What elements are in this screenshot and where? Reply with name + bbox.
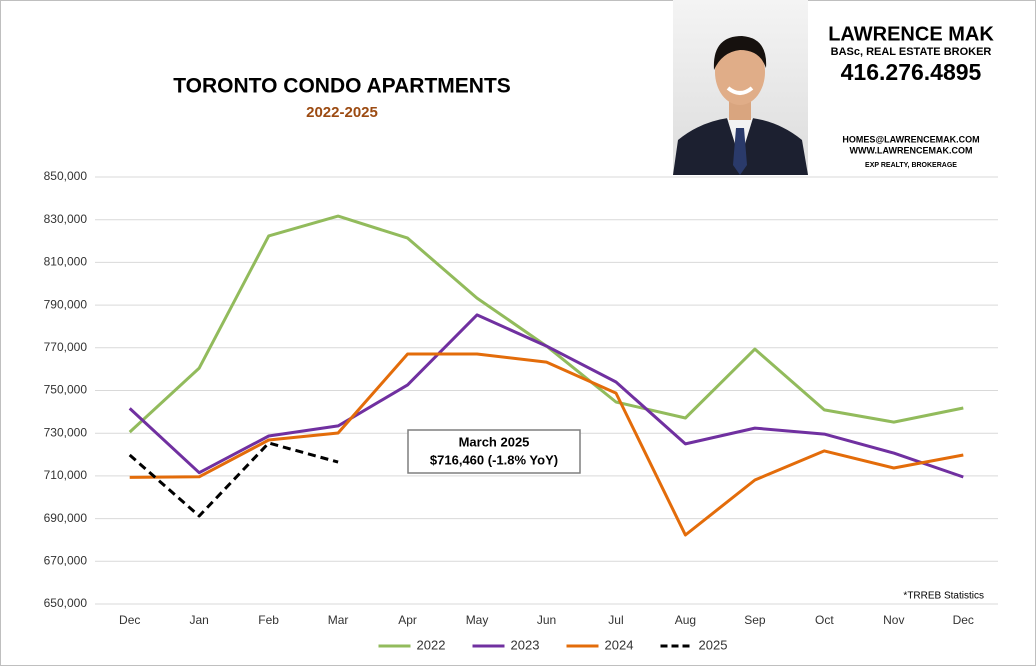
x-tick-label: Dec — [953, 613, 974, 627]
annotation-text: $716,460 (-1.8% YoY) — [430, 452, 558, 467]
footnote: *TRREB Statistics — [903, 591, 984, 602]
annotation-box — [407, 429, 581, 474]
y-tick-label: 750,000 — [44, 383, 88, 397]
contact-phone: 416.276.4895 — [841, 59, 982, 85]
y-tick-label: 810,000 — [44, 255, 88, 269]
contact-brokerage: EXP REALTY, BROKERAGE — [865, 162, 957, 169]
contact-email: HOMES@LAWRENCEMAK.COM — [842, 134, 979, 144]
legend-label: 2022 — [417, 637, 446, 652]
x-tick-label: Jun — [537, 613, 556, 627]
x-tick-label: May — [466, 613, 489, 627]
contact-website: WWW.LAWRENCEMAK.COM — [850, 145, 973, 155]
y-tick-label: 830,000 — [44, 212, 88, 226]
y-tick-label: 690,000 — [44, 511, 88, 525]
y-tick-label: 710,000 — [44, 468, 88, 482]
photo — [673, 0, 808, 175]
x-tick-label: Mar — [328, 613, 349, 627]
y-tick-label: 650,000 — [44, 596, 88, 610]
legend-label: 2024 — [605, 637, 634, 652]
contact-name: LAWRENCE MAK — [828, 23, 994, 45]
y-tick-label: 730,000 — [44, 425, 88, 439]
x-tick-label: Nov — [883, 613, 904, 627]
chart-subtitle: 2022-2025 — [306, 104, 378, 121]
series-line — [129, 352, 964, 537]
series-line — [128, 441, 339, 518]
x-tick-label: Oct — [815, 613, 834, 627]
plot: 650,000 670,000 690,000 710,000 730,000 750,0… — [44, 169, 998, 652]
x-tick-label: Feb — [258, 613, 279, 627]
y-tick-label: 770,000 — [44, 340, 88, 354]
x-tick-label: Dec — [119, 613, 140, 627]
annotation-title: March 2025 — [459, 434, 530, 449]
contact-credentials: BASc, REAL ESTATE BROKER — [831, 46, 992, 58]
x-tick-label: Jul — [608, 613, 623, 627]
chart-title: TORONTO CONDO APARTMENTS — [173, 75, 511, 98]
y-tick-label: 850,000 — [44, 169, 88, 183]
x-tick-label: Sep — [744, 613, 766, 627]
y-tick-label: 670,000 — [44, 553, 88, 567]
y-tick-label: 790,000 — [44, 297, 88, 311]
x-tick-label: Apr — [398, 613, 417, 627]
legend-label: 2023 — [511, 637, 540, 652]
series-line — [128, 313, 964, 479]
x-tick-label: Aug — [675, 613, 696, 627]
legend-label: 2025 — [699, 637, 728, 652]
x-tick-label: Jan — [190, 613, 209, 627]
